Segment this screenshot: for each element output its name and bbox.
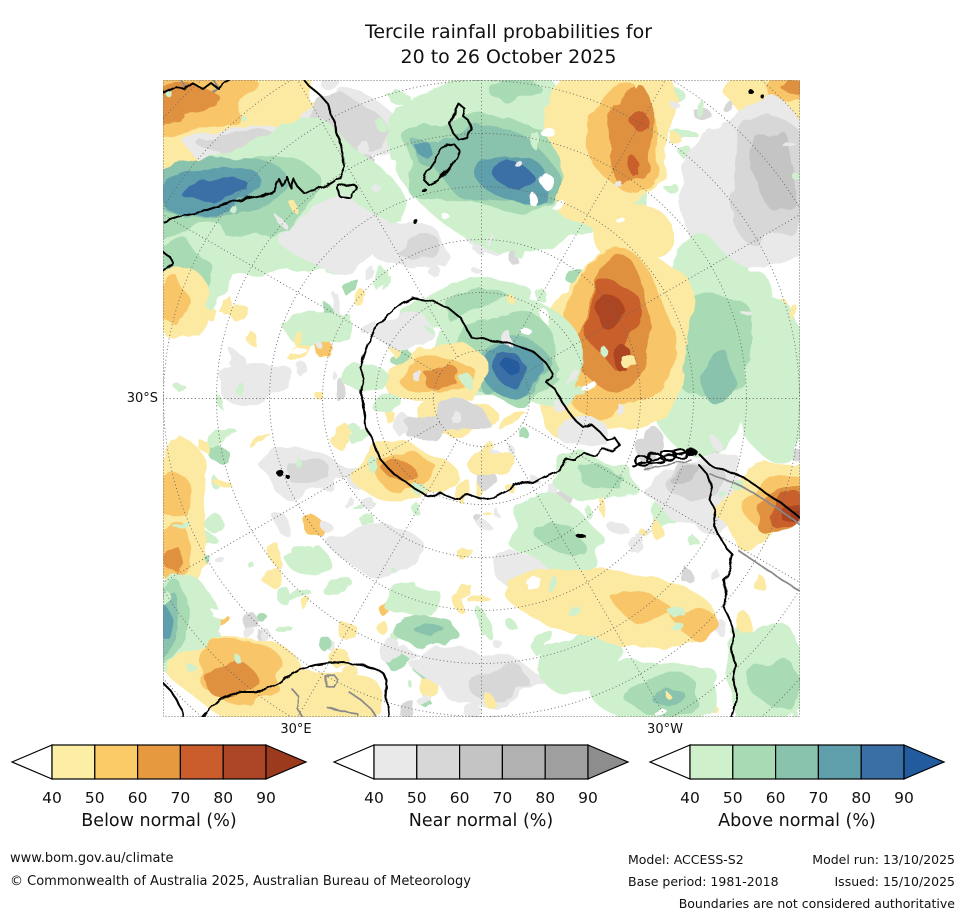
legend-segment bbox=[416, 744, 461, 780]
legend-tick-label: 60 bbox=[766, 789, 786, 807]
legend-tick-label: 80 bbox=[851, 789, 871, 807]
legend-tick-label: 70 bbox=[493, 789, 513, 807]
longitude-label-30w: 30°W bbox=[647, 722, 683, 737]
legend-segment bbox=[51, 744, 96, 780]
chart-title: Tercile rainfall probabilities for 20 to… bbox=[52, 20, 965, 70]
legend-tick-label: 90 bbox=[256, 789, 276, 807]
chart-title-line2: 20 to 26 October 2025 bbox=[400, 46, 617, 68]
footer-boundaries-note: Boundaries are not considered authoritat… bbox=[678, 896, 955, 911]
longitude-label-30e: 30°E bbox=[280, 722, 312, 737]
legend-segment bbox=[689, 744, 734, 780]
legend-arrow-under bbox=[648, 744, 691, 780]
legend-tick-label: 70 bbox=[809, 789, 829, 807]
legend-arrow-over bbox=[265, 744, 308, 780]
legend-segment bbox=[459, 744, 504, 780]
legend-segment bbox=[732, 744, 777, 780]
legend-tick-label: 80 bbox=[535, 789, 555, 807]
legend-arrow-over bbox=[903, 744, 946, 780]
legend-tick-label: 90 bbox=[894, 789, 914, 807]
legend-tick-label: 50 bbox=[407, 789, 427, 807]
legend-arrow-under bbox=[10, 744, 53, 780]
latitude-label-30s: 30°S bbox=[126, 391, 158, 406]
legend-tick-label: 40 bbox=[680, 789, 700, 807]
chart-title-line1: Tercile rainfall probabilities for bbox=[364, 21, 653, 43]
legend-caption: Below normal (%) bbox=[81, 811, 236, 831]
legend-tick-label: 50 bbox=[723, 789, 743, 807]
legend-tick-label: 50 bbox=[85, 789, 105, 807]
footer-base-period: Base period: 1981-2018 bbox=[628, 874, 779, 889]
map-canvas bbox=[163, 80, 800, 717]
footer-issued: Issued: 15/10/2025 bbox=[834, 874, 956, 889]
legend-arrow-over bbox=[587, 744, 630, 780]
footer-url: www.bom.gov.au/climate bbox=[10, 851, 174, 866]
legend-segment bbox=[774, 744, 819, 780]
legend-tick-label: 40 bbox=[42, 789, 62, 807]
legend-tick-label: 60 bbox=[450, 789, 470, 807]
legend-tick-label: 90 bbox=[578, 789, 598, 807]
legend-segment bbox=[373, 744, 418, 780]
legend-segment bbox=[222, 744, 267, 780]
legend-tick-label: 70 bbox=[171, 789, 191, 807]
map-frame bbox=[163, 80, 800, 717]
legend-tick-label: 60 bbox=[128, 789, 148, 807]
legend-segment bbox=[817, 744, 862, 780]
footer-model: Model: ACCESS-S2 bbox=[628, 852, 744, 867]
legend-colorbars: 40 50 60 70 80 90 Below normal (%) 40 50 60 70 80 90… bbox=[10, 744, 946, 831]
legend-caption: Near normal (%) bbox=[409, 811, 554, 831]
legend-arrow-under bbox=[332, 744, 375, 780]
footer-model-run: Model run: 13/10/2025 bbox=[812, 852, 955, 867]
footer-copyright: © Commonwealth of Australia 2025, Austra… bbox=[10, 874, 471, 889]
legend-segment bbox=[544, 744, 589, 780]
legend-segment bbox=[94, 744, 139, 780]
legend-segment bbox=[137, 744, 182, 780]
legend-tick-label: 40 bbox=[364, 789, 384, 807]
legend-caption: Above normal (%) bbox=[718, 811, 876, 831]
legend-segment bbox=[179, 744, 224, 780]
legend-segment bbox=[860, 744, 905, 780]
legend-segment bbox=[501, 744, 546, 780]
legend-tick-label: 80 bbox=[213, 789, 233, 807]
